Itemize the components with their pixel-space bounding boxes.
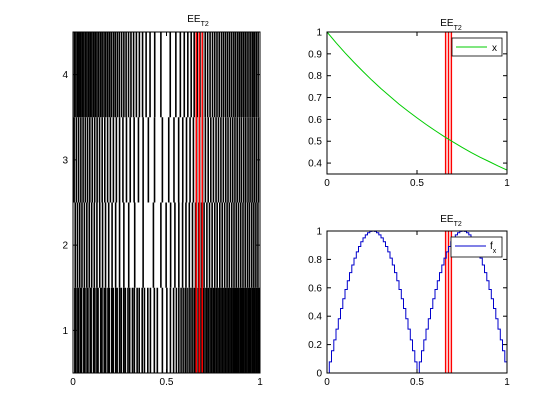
x-line-series	[326, 31, 508, 171]
x-line-xtick-label: 0.5	[410, 178, 424, 189]
x-line-ytick-label: 0.6	[308, 115, 322, 126]
x-line-highlight-bar	[447, 32, 450, 174]
barcode-ytick-label: 4	[62, 70, 68, 81]
x-line-xtick-label: 0	[324, 178, 330, 189]
x-line-title: EET2	[440, 18, 462, 32]
fx-line-highlight-bar	[450, 231, 453, 373]
x-line-ytick-label: 0.9	[308, 49, 322, 60]
x-line-ytick-label: 0.7	[308, 93, 322, 104]
barcode-highlight-band	[195, 32, 203, 373]
fx-line-xtick-label: 1	[504, 377, 510, 388]
x-line-ytick-label: 0.5	[308, 137, 322, 148]
barcode-panel: EET2 0 0.5 1 1 2 3 4	[62, 14, 263, 388]
barcode-ticks: 0 0.5 1 1 2 3 4	[62, 32, 263, 388]
fx-line-highlight-bar	[444, 231, 447, 373]
fx-line-xtick-label: 0	[324, 377, 330, 388]
barcode-xtick-label: 1	[257, 377, 263, 388]
barcode-lines	[73, 32, 261, 373]
fx-line-legend: fx	[450, 236, 503, 258]
x-line-ytick-label: 0.4	[308, 159, 322, 170]
barcode-ytick-label: 3	[62, 155, 68, 166]
fx-line-ticks: 0 0.5 1 0 0.2 0.4 0.6 0.8 1	[308, 227, 510, 389]
barcode-xtick-label: 0.5	[160, 377, 174, 388]
fx-line-highlight-band	[444, 231, 453, 373]
fx-line-panel: EET2 0 0.5 1 0 0.2 0.4 0.6 0.8 1 fx	[308, 214, 510, 388]
fx-line-ytick-label: 0	[316, 369, 322, 380]
x-line-highlight-bar	[450, 32, 453, 174]
barcode-title: EET2	[187, 14, 209, 28]
fx-line-title: EET2	[440, 214, 462, 228]
fx-line-ytick-label: 1	[316, 227, 322, 238]
fx-line-ytick-label: 0.2	[308, 340, 322, 351]
fx-line-legend-label: fx	[490, 241, 497, 255]
fx-line-ytick-label: 0.8	[308, 255, 322, 266]
barcode-highlight-bar	[198, 32, 200, 373]
fx-line-legend-box	[450, 236, 503, 258]
x-line-ytick-label: 0.8	[308, 71, 322, 82]
barcode-highlight-bar	[195, 32, 197, 373]
barcode-ytick-label: 2	[62, 241, 68, 252]
x-line-highlight-band	[444, 32, 453, 174]
barcode-highlight-bar	[201, 32, 203, 373]
barcode-ytick-label: 1	[62, 326, 68, 337]
x-series-line	[326, 31, 508, 171]
x-line-xtick-label: 1	[504, 178, 510, 189]
x-line-panel: EET2 0 0.5 1 0.4 0.5 0.6 0.7 0.8 0.9 1 x	[308, 18, 510, 189]
barcode-xtick-label: 0	[70, 377, 76, 388]
x-line-legend-label: x	[492, 43, 497, 54]
x-line-ticks: 0 0.5 1 0.4 0.5 0.6 0.7 0.8 0.9 1	[308, 28, 510, 190]
fx-line-ytick-label: 0.6	[308, 283, 322, 294]
fx-line-xtick-label: 0.5	[410, 377, 424, 388]
fx-line-highlight-bar	[447, 231, 450, 373]
fx-line-ytick-label: 0.4	[308, 312, 322, 323]
x-line-highlight-bar	[444, 32, 447, 174]
x-line-ytick-label: 1	[316, 28, 322, 39]
x-line-legend: x	[451, 37, 503, 57]
